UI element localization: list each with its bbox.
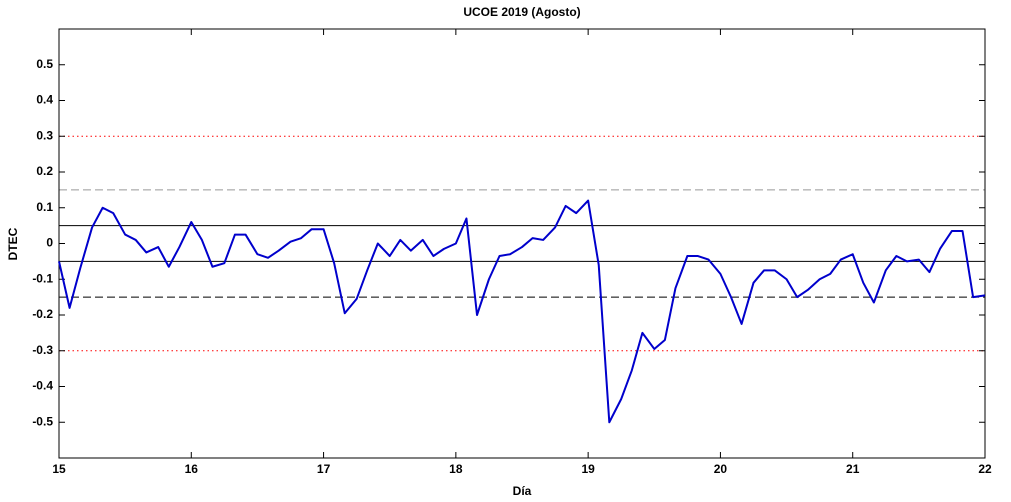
y-tick-label: 0.2 bbox=[36, 164, 53, 178]
data-line bbox=[58, 199, 986, 424]
y-tick-label: 0.3 bbox=[36, 128, 53, 142]
x-tick-label: 17 bbox=[317, 462, 331, 476]
y-tick-label: 0.4 bbox=[36, 93, 53, 107]
y-tick-label: -0.4 bbox=[32, 379, 53, 393]
x-tick-label: 16 bbox=[185, 462, 199, 476]
plot-frame bbox=[58, 28, 986, 459]
y-axis-label: DTEC bbox=[6, 227, 20, 260]
x-tick-label: 20 bbox=[714, 462, 728, 476]
y-tick-label: -0.2 bbox=[32, 307, 53, 321]
x-tick-label: 15 bbox=[52, 462, 66, 476]
x-tick-label: 22 bbox=[978, 462, 992, 476]
y-tick-label: -0.5 bbox=[32, 414, 53, 428]
y-tick-label: -0.1 bbox=[32, 271, 53, 285]
y-tick-label: 0.5 bbox=[36, 57, 53, 71]
x-tick-label: 19 bbox=[581, 462, 595, 476]
x-axis-label: Día bbox=[513, 484, 532, 498]
y-tick-label: -0.3 bbox=[32, 343, 53, 357]
y-tick-label: 0 bbox=[46, 236, 53, 250]
chart-title: UCOE 2019 (Agosto) bbox=[463, 5, 580, 19]
y-tick-label: 0.1 bbox=[36, 200, 53, 214]
x-tick-label: 21 bbox=[846, 462, 860, 476]
x-tick-label: 18 bbox=[449, 462, 463, 476]
